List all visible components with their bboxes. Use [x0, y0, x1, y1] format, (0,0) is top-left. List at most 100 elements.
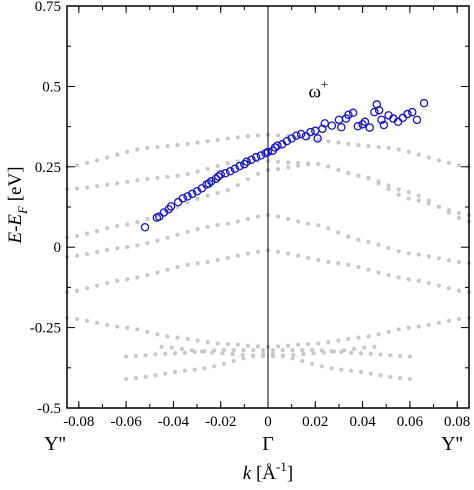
band-dot-0: [105, 155, 110, 160]
band-dot-7: [309, 361, 315, 366]
measured-point-5: [166, 202, 176, 211]
band-dot-4: [386, 273, 391, 278]
band-dot-3: [185, 229, 190, 234]
band-dot-5: [275, 344, 281, 349]
band-dot-0: [235, 135, 240, 140]
band-dot-6: [230, 351, 235, 357]
band-dot-4: [205, 259, 210, 265]
band-dot-7: [202, 366, 207, 371]
band-dot-1: [85, 185, 90, 190]
band-dot-0: [366, 144, 371, 149]
band-dot-5: [135, 327, 140, 332]
band-dot-2: [296, 163, 301, 168]
band-dot-0: [115, 152, 120, 157]
measured-point-65: [419, 98, 429, 108]
band-dot-1: [145, 176, 150, 182]
measured-point-40: [313, 134, 322, 143]
band-dot-8: [202, 349, 207, 354]
band-dot-1: [135, 178, 140, 183]
x-tick-label: 0.04: [349, 414, 376, 430]
band-dot-4: [255, 249, 261, 254]
band-dot-2: [145, 216, 150, 222]
measured-point-8: [183, 192, 192, 201]
measured-point-14: [206, 177, 216, 186]
band-dot-5: [316, 341, 321, 346]
band-dot-0: [74, 163, 80, 168]
band-dot-6: [372, 344, 377, 349]
band-dot-8: [163, 351, 168, 356]
band-dot-8: [388, 353, 393, 358]
band-dot-6: [311, 351, 316, 356]
band-dot-7: [368, 371, 373, 376]
band-dot-0: [396, 147, 401, 152]
band-dot-8: [270, 348, 275, 353]
band-dot-1: [275, 159, 281, 164]
band-dot-3: [416, 252, 421, 257]
measured-point-25: [251, 152, 261, 162]
measured-point-17: [216, 170, 225, 179]
band-dot-5: [386, 329, 391, 334]
measured-point-62: [403, 109, 412, 119]
measured-point-48: [348, 108, 358, 118]
band-dot-3: [195, 227, 200, 232]
band-dot-7: [124, 376, 129, 382]
band-dot-0: [275, 133, 281, 138]
x-tick-label: 0.06: [397, 414, 424, 430]
band-dot-8: [172, 351, 178, 356]
band-dot-0: [336, 140, 341, 145]
y-tick-label: 0: [54, 240, 62, 256]
band-dot-2: [456, 215, 462, 220]
band-dot-2: [376, 179, 381, 184]
x-tick-label: -0.08: [63, 414, 94, 430]
measured-point-37: [301, 131, 311, 141]
x-axis-title: k [Å-1]: [243, 459, 293, 484]
measured-point-50: [358, 120, 367, 129]
band-dot-4: [185, 262, 190, 267]
band-dot-2: [105, 226, 110, 231]
measured-point-13: [204, 179, 214, 188]
band-dot-0: [125, 149, 130, 154]
band-dot-0: [175, 142, 180, 148]
band-dot-5: [175, 335, 180, 340]
band-dot-7: [329, 366, 334, 371]
y-tick-label: 0.25: [35, 160, 61, 176]
measured-point-26: [256, 151, 266, 160]
band-dot-0: [135, 147, 140, 152]
measured-point-51: [360, 117, 370, 127]
band-dot-5: [105, 322, 110, 327]
band-dot-2: [115, 223, 120, 229]
band-dot-7: [378, 373, 383, 378]
band-dot-0: [376, 144, 381, 150]
band-dot-0: [195, 140, 200, 145]
band-dot-5: [195, 338, 200, 343]
band-dot-4: [286, 251, 291, 256]
band-dot-2: [205, 193, 210, 198]
y-tick-label: -0.5: [37, 401, 61, 417]
band-dot-8: [339, 349, 344, 355]
band-dot-1: [105, 182, 110, 187]
omega-plus-annotation: ω+: [308, 76, 328, 102]
band-dot-2: [326, 164, 331, 169]
band-dot-3: [306, 221, 311, 226]
x-tick-label: 0.08: [444, 414, 470, 430]
band-dot-3: [406, 251, 411, 256]
band-dot-1: [185, 171, 190, 177]
band-dot-6: [352, 346, 357, 351]
band-dot-2: [215, 190, 220, 196]
band-dot-3: [366, 239, 371, 244]
symmetry-label: Y'': [441, 433, 463, 455]
x-tick-label: 0.02: [302, 414, 328, 430]
band-dot-5: [346, 336, 351, 342]
band-dot-0: [326, 139, 331, 144]
band-dot-0: [165, 144, 170, 149]
band-dot-5: [245, 343, 250, 348]
band-dot-5: [165, 334, 170, 339]
band-dot-8: [192, 349, 197, 355]
band-dot-3: [175, 232, 180, 237]
band-dot-2: [275, 166, 281, 172]
band-dot-2: [426, 198, 431, 203]
band-dot-4: [275, 249, 281, 254]
measured-point-31: [273, 141, 282, 150]
band-dot-5: [185, 336, 190, 342]
